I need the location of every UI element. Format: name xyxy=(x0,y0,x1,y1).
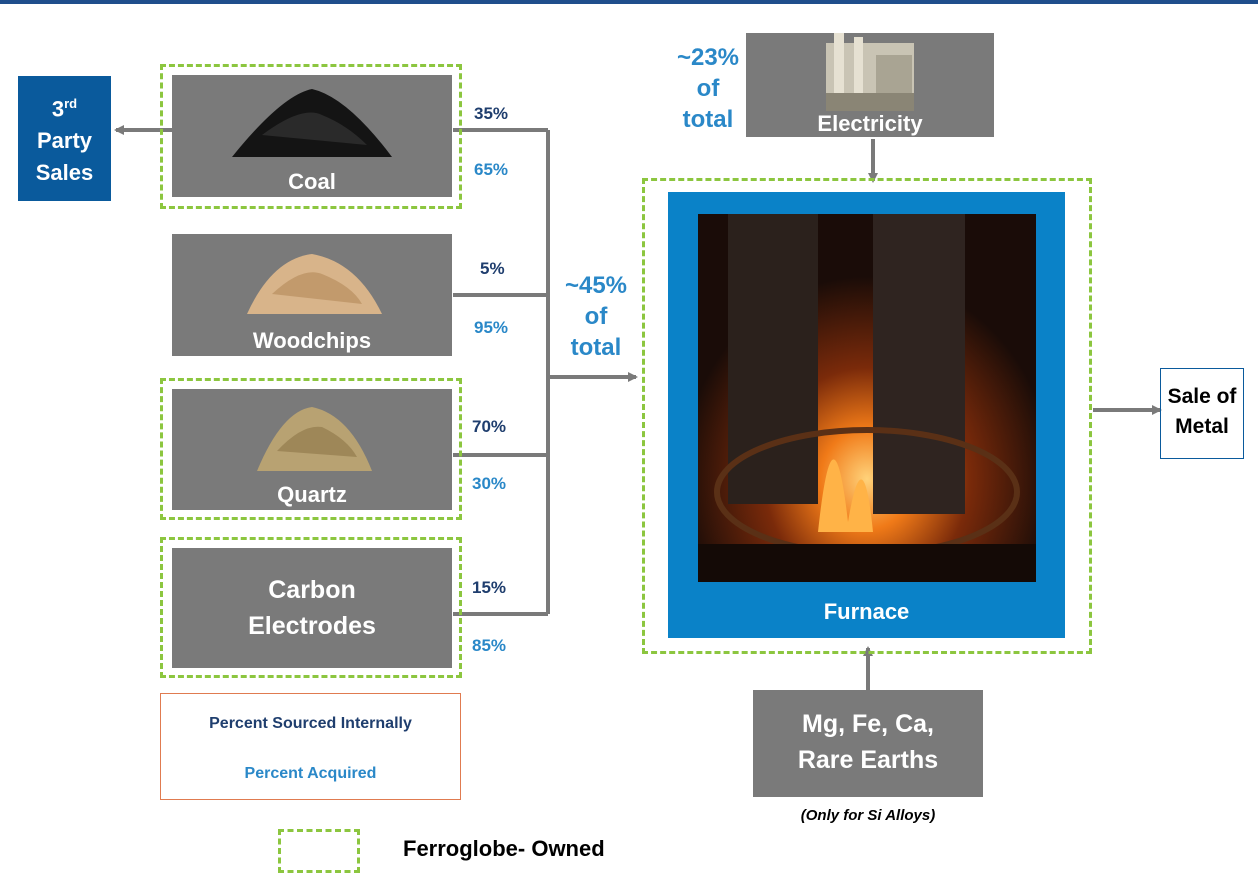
electrodes-box: Carbon Electrodes xyxy=(172,548,452,668)
woodchips-box: Woodchips xyxy=(172,234,452,356)
key-acquired: Percent Acquired xyxy=(244,765,377,782)
coal-image xyxy=(232,89,392,157)
electricity-total-line2: of xyxy=(696,75,720,102)
furnace-box: Furnace xyxy=(668,192,1065,638)
electricity-total-note: ~23% of total xyxy=(668,42,748,135)
electrodes-acquired-pct: 85% xyxy=(472,636,507,655)
owned-legend-swatch xyxy=(278,829,360,873)
third-party-num: 3 xyxy=(51,96,65,122)
quartz-acquired-pct: 30% xyxy=(472,474,507,493)
top-rule xyxy=(0,0,1258,4)
inputs-total-line3: total xyxy=(570,334,622,361)
coal-owned-frame xyxy=(160,64,462,209)
electrodes-internal-pct: 15% xyxy=(472,578,507,597)
quartz-box: Quartz xyxy=(172,389,452,510)
electricity-box: Electricity xyxy=(746,33,994,137)
electrodes-line1: Carbon xyxy=(268,576,356,604)
woodchips-acquired-pct: 95% xyxy=(474,318,509,337)
furnace-owned-frame xyxy=(642,178,1092,654)
quartz-owned-frame xyxy=(160,378,462,520)
additives-line1: Mg, Fe, Ca, xyxy=(802,710,934,738)
coal-label: Coal xyxy=(288,169,336,194)
third-party-sup: rd xyxy=(64,96,78,111)
woodchips-label: Woodchips xyxy=(252,328,372,353)
electricity-label: Electricity xyxy=(817,111,923,136)
coal-acquired-pct: 65% xyxy=(474,160,509,179)
sale-of-metal-box: Sale of Metal xyxy=(1160,368,1244,459)
third-party-line2: Party xyxy=(36,128,93,154)
inputs-total-note: ~45% of total xyxy=(555,270,637,363)
owned-legend-label: Ferroglobe- Owned xyxy=(403,836,605,861)
electricity-total-line3: total xyxy=(682,106,734,133)
additives-line2: Rare Earths xyxy=(797,746,939,774)
furnace-image xyxy=(698,214,1036,582)
quartz-internal-pct: 70% xyxy=(472,417,507,436)
inputs-total-line1: ~45% xyxy=(564,272,628,299)
woodchips-internal-pct: 5% xyxy=(480,259,505,278)
percent-key-box: Percent Sourced Internally Percent Acqui… xyxy=(160,693,461,800)
electricity-total-line1: ~23% xyxy=(676,44,740,71)
additives-note: (Only for Si Alloys) xyxy=(800,807,936,824)
coal-internal-pct: 35% xyxy=(474,104,509,123)
power-plant-image xyxy=(826,33,914,111)
key-internal: Percent Sourced Internally xyxy=(209,715,412,732)
quartz-label: Quartz xyxy=(277,482,347,507)
furnace-label: Furnace xyxy=(823,599,910,624)
electrodes-owned-frame xyxy=(160,537,462,678)
sale-line2: Metal xyxy=(1175,415,1229,438)
electrodes-line2: Electrodes xyxy=(248,612,376,640)
third-party-sales-box: 3rd Party Sales xyxy=(18,76,111,201)
woodchips-image xyxy=(247,254,382,314)
inputs-total-line2: of xyxy=(584,303,608,330)
sale-line1: Sale of xyxy=(1167,385,1237,408)
coal-box: Coal xyxy=(172,75,452,197)
quartz-image xyxy=(257,407,372,471)
third-party-line3: Sales xyxy=(35,160,94,186)
additives-box: Mg, Fe, Ca, Rare Earths xyxy=(753,690,983,797)
